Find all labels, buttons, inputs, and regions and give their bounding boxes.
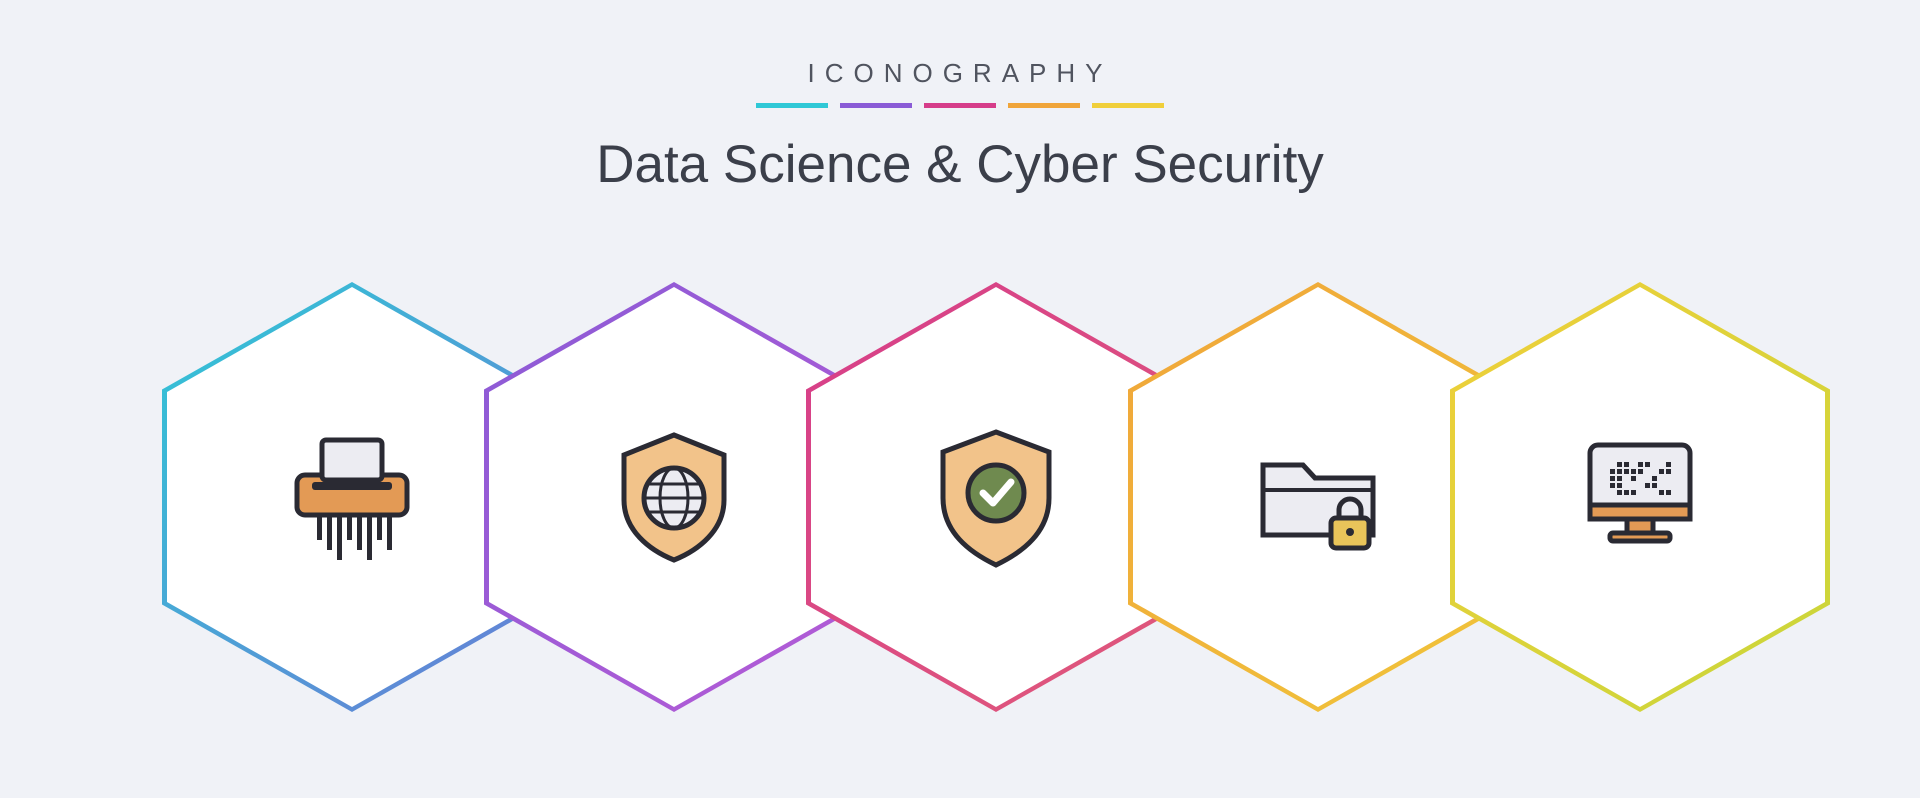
hexagon-inner <box>489 287 859 707</box>
accent-stripes <box>0 103 1920 108</box>
hexagon-inner <box>811 287 1181 707</box>
monitor-code-icon <box>1565 420 1715 575</box>
header: ICONOGRAPHY Data Science & Cyber Securit… <box>0 0 1920 195</box>
hexagon-inner <box>1133 287 1503 707</box>
page-title: Data Science & Cyber Security <box>0 134 1920 195</box>
accent-stripe <box>840 103 912 108</box>
hexagon-card <box>1450 282 1830 712</box>
overline: ICONOGRAPHY <box>0 58 1920 89</box>
folder-lock-icon <box>1243 420 1393 575</box>
hexagon-row <box>0 282 1920 712</box>
shield-check-icon <box>921 420 1071 575</box>
accent-stripe <box>924 103 996 108</box>
accent-stripe <box>1092 103 1164 108</box>
accent-stripe <box>1008 103 1080 108</box>
accent-stripe <box>756 103 828 108</box>
globe-shield-icon <box>599 420 749 575</box>
shredder-icon <box>277 420 427 575</box>
hexagon-inner <box>1455 287 1825 707</box>
hexagon-inner <box>167 287 537 707</box>
